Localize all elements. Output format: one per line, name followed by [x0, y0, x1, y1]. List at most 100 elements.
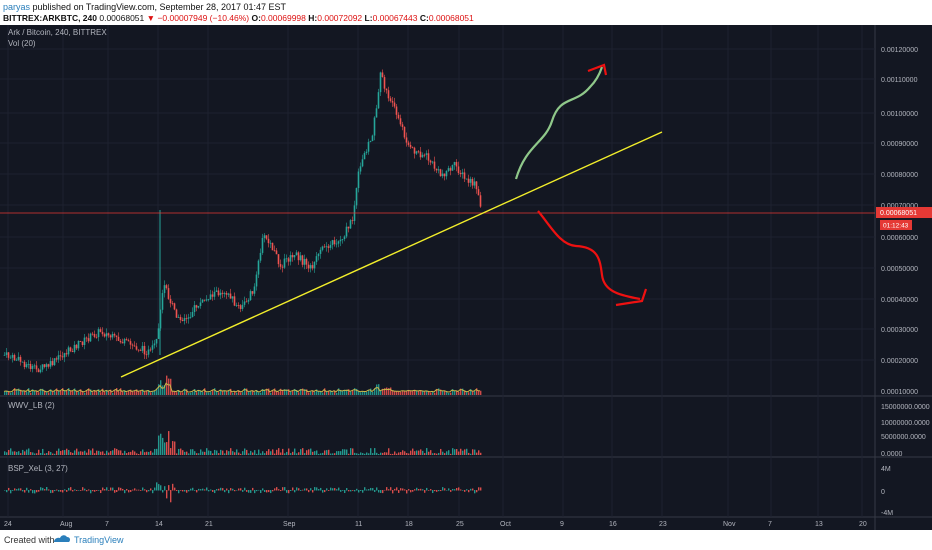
candle-body [381, 72, 384, 78]
wwv-bar [152, 452, 154, 455]
volume-bar [128, 390, 130, 395]
bsp-bar [474, 490, 476, 494]
candle-body [429, 160, 432, 163]
wwv-bar [338, 451, 340, 455]
bsp-bar [438, 490, 440, 492]
close-label: C: [419, 13, 429, 23]
candle-body [135, 346, 138, 350]
candle-body [37, 369, 40, 373]
bsp-bar [46, 487, 48, 491]
wwv-bar [100, 451, 102, 455]
price-tick: 0.00080000 [881, 172, 918, 179]
bearish-scenario-arrow[interactable] [537, 210, 641, 301]
volume-bar [476, 388, 478, 395]
wwv-bar [32, 452, 34, 455]
bsp-bar [240, 488, 242, 491]
volume-bar [198, 389, 200, 395]
volume-bar [294, 388, 296, 395]
candle-body [329, 244, 332, 248]
wwv-bar [308, 449, 310, 455]
wwv-bar [124, 450, 126, 455]
bsp-bar [234, 490, 236, 492]
candle-body [197, 305, 200, 308]
candle-body [189, 316, 192, 318]
author-link[interactable]: paryas [3, 2, 31, 12]
time-tick: Sep [283, 521, 296, 528]
volume-bar [196, 392, 198, 395]
bsp-bar [286, 490, 288, 493]
bsp-bar [430, 489, 432, 491]
time-axis[interactable]: 24 Aug 7 14 21 Sep 11 18 25 Oct 9 16 23 … [4, 521, 867, 528]
wwv-bar [62, 450, 64, 455]
trend-line[interactable] [120, 131, 663, 378]
bsp-bar [260, 490, 262, 494]
wwv-bar [150, 450, 152, 455]
bsp-bar [328, 490, 330, 491]
candle-body [121, 342, 124, 344]
volume-bar [70, 390, 72, 395]
candle-body [55, 358, 58, 360]
candle-body [139, 350, 142, 352]
wwv-bar [244, 448, 246, 455]
tradingview-link[interactable]: TradingView [74, 535, 124, 545]
bsp-bar [144, 489, 146, 491]
wwv-bar [108, 452, 110, 455]
wwv-bar [178, 448, 180, 455]
volume-bar [430, 392, 432, 395]
wwv-bar [446, 451, 448, 455]
bsp-bar [134, 488, 136, 491]
candle-body [23, 361, 26, 368]
wwv-bar [24, 451, 26, 455]
bsp-bar [166, 490, 168, 499]
volume-bar [360, 392, 362, 395]
wwv-bar [88, 449, 90, 455]
volume-bar [206, 392, 208, 395]
volume-bar [30, 392, 32, 395]
volume-bar [384, 388, 386, 395]
wwv-bar [400, 452, 402, 455]
wwv-bar [470, 453, 472, 455]
wwv-bar [26, 449, 28, 455]
volume-bar [326, 391, 328, 395]
price-axis[interactable]: 0.00120000 0.00110000 0.00100000 0.00090… [881, 47, 918, 396]
price-tick: 0.00040000 [881, 297, 918, 304]
volume-bar [320, 391, 322, 395]
bsp-bar [72, 490, 74, 492]
volume-bar [256, 389, 258, 395]
bullish-scenario-arrow[interactable] [514, 66, 604, 180]
bsp-bar [420, 488, 422, 491]
bsp-bar [318, 489, 320, 491]
bsp-bar [224, 490, 226, 493]
bsp-bar [6, 490, 8, 493]
wwv-bar [358, 453, 360, 455]
bsp-bar [338, 487, 340, 491]
bsp-bar [392, 490, 394, 494]
chart-svg[interactable]: Ark / Bitcoin, 240, BITTREX Vol (20) WWV… [0, 25, 932, 530]
wwv-bar [306, 450, 308, 455]
wwv-bar [378, 453, 380, 455]
volume-bar [344, 389, 346, 395]
candle-body [125, 339, 128, 341]
wwv-bar [82, 451, 84, 455]
volume-bar [24, 390, 26, 395]
bsp-bar [266, 490, 268, 493]
bsp-bar [480, 487, 482, 491]
volume-bar [446, 391, 448, 395]
wwv-bar [342, 449, 344, 455]
bsp-bar [128, 490, 130, 493]
wwv-bar [28, 448, 30, 455]
wwv-bar [222, 450, 224, 455]
candle-body [233, 296, 236, 306]
chart-area[interactable]: Ark / Bitcoin, 240, BITTREX Vol (20) WWV… [0, 25, 932, 530]
wwv-bar [6, 452, 8, 455]
volume-bar [158, 384, 160, 395]
bsp-bar [336, 489, 338, 491]
candle-body [469, 178, 472, 183]
wwv-bar [310, 448, 312, 455]
candle-body [345, 226, 348, 237]
bsp-bar [40, 487, 42, 491]
bsp-bar [252, 487, 254, 491]
bsp-bar [436, 490, 438, 492]
bsp-bar [378, 490, 380, 493]
bsp-bar [170, 490, 172, 503]
